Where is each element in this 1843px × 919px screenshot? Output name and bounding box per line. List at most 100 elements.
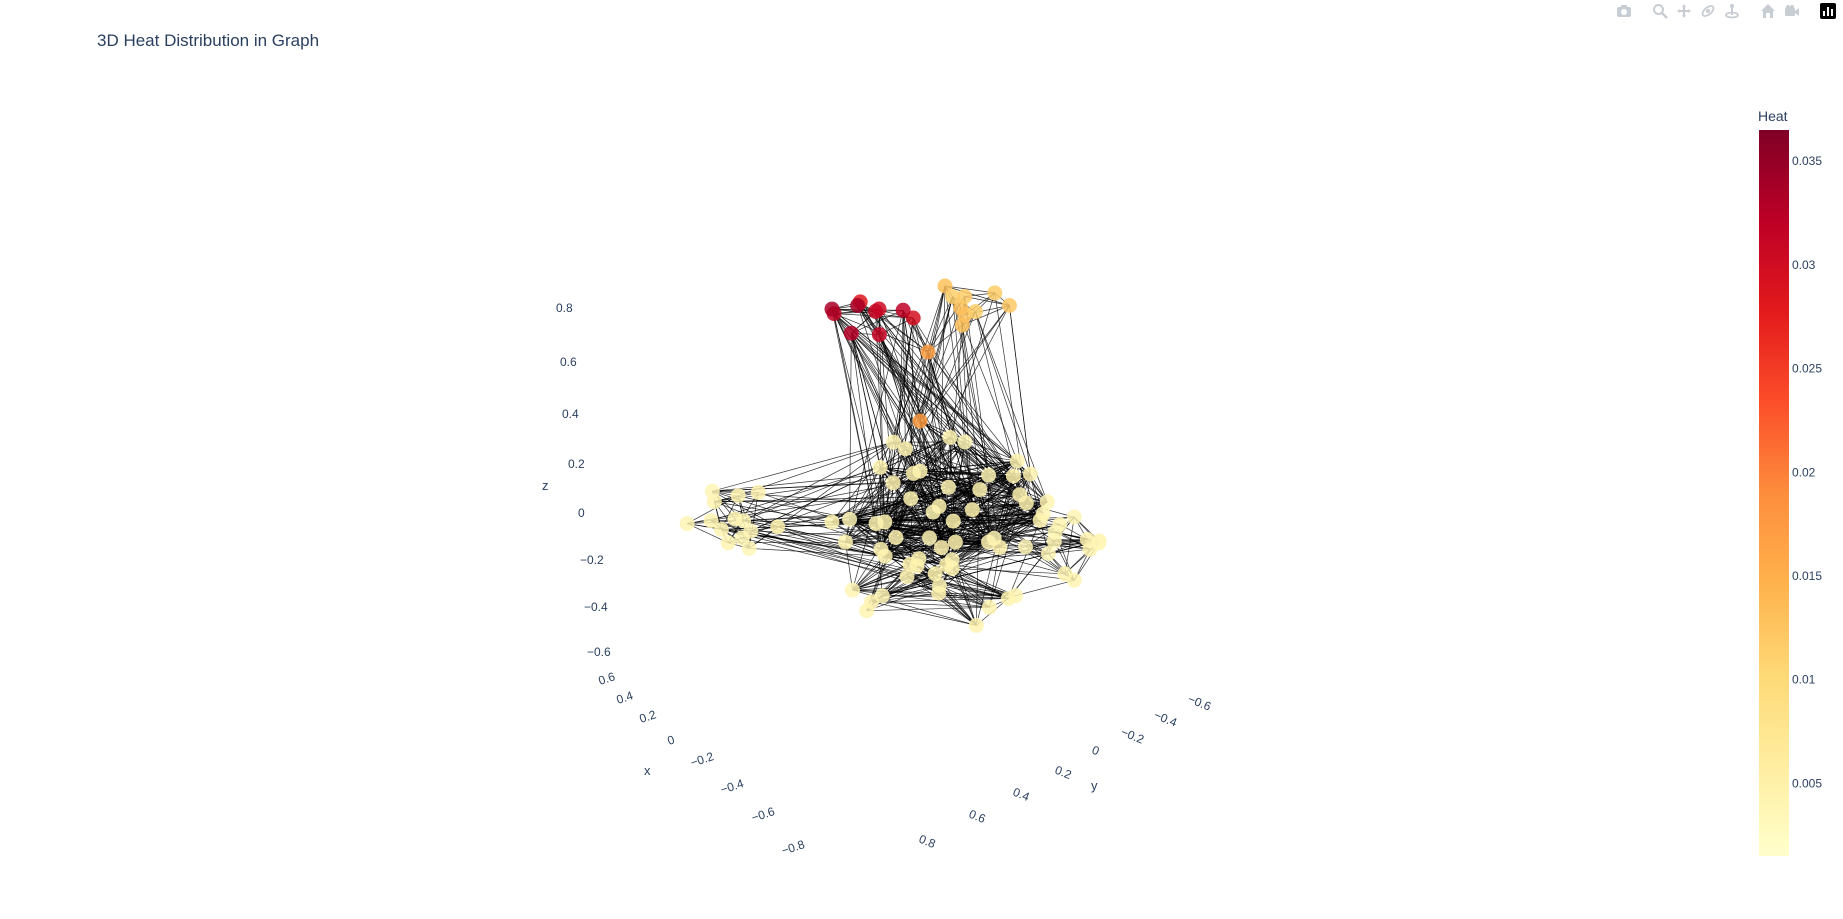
x-tick-label: −0.4 (719, 776, 746, 797)
nodes-layer (679, 278, 1107, 633)
graph-edge (831, 482, 894, 523)
graph-edge (1016, 460, 1041, 521)
graph-edge (893, 441, 1018, 462)
graph-edge (687, 460, 1018, 524)
graph-edge (972, 502, 1027, 511)
graph-edge (916, 565, 977, 626)
graph-edge (961, 325, 1001, 548)
graph-node (845, 582, 860, 598)
graph-edge (849, 473, 914, 520)
y-tick-label: −0.6 (1186, 692, 1214, 714)
colorbar-tick-label: 0.035 (1792, 154, 1822, 168)
graph-edge (712, 460, 1018, 492)
z-tick-label: 0.8 (556, 301, 573, 315)
graph-edge (960, 307, 973, 510)
edges-layer (687, 285, 1100, 626)
z-tick-label: 0 (578, 506, 585, 520)
graph-node (713, 522, 729, 537)
y-tick-label: −0.4 (1152, 708, 1180, 730)
graph-node (720, 535, 736, 551)
graph-edge (948, 325, 963, 488)
graph-edge (955, 494, 1021, 543)
graph-node (750, 484, 766, 500)
z-tick-label: 0.2 (568, 457, 585, 471)
graph-node (730, 488, 746, 504)
graph-edge (952, 296, 973, 510)
graph-edge (892, 441, 966, 484)
graph-edge (743, 441, 894, 521)
x-tick-label: 0.2 (638, 707, 659, 726)
y-tick-label: 0.8 (917, 832, 938, 851)
graph-node (934, 540, 949, 556)
graph-edge (952, 567, 1065, 575)
graph-node (843, 325, 859, 341)
x-tick-label: −0.6 (750, 804, 777, 825)
graph-edge (850, 333, 894, 483)
graph-node (964, 502, 980, 518)
graph-node (679, 516, 695, 532)
graph-edge (833, 313, 1031, 475)
graph-node (877, 548, 893, 564)
y-axis-title: y (1091, 778, 1098, 793)
graph-edge (919, 305, 1010, 422)
y-tick-label: 0.6 (967, 807, 988, 826)
pan-icon[interactable] (1675, 2, 1693, 20)
graph-node (1001, 298, 1017, 313)
graph-edge (944, 285, 1010, 306)
colorbar-tick-label: 0.005 (1792, 776, 1822, 790)
colorbar-tick-label: 0.03 (1792, 258, 1816, 272)
graph-node (1040, 546, 1056, 562)
x-tick-label: −0.8 (780, 837, 807, 858)
y-tick-label: 0 (1090, 743, 1102, 759)
graph-node (954, 317, 970, 333)
graph-edge (777, 526, 882, 550)
turntable-icon[interactable] (1723, 2, 1741, 20)
zoom-icon[interactable] (1651, 2, 1669, 20)
colorbar-tick-label: 0.015 (1792, 569, 1822, 583)
graph-node (736, 513, 751, 529)
graph-edge (879, 351, 929, 468)
plotly-logo-icon[interactable] (1819, 2, 1837, 20)
graph-edge (714, 501, 832, 523)
y-tick-label: 0.4 (1011, 785, 1032, 804)
graph-edge (871, 501, 1048, 603)
graph-node (941, 479, 956, 495)
video-camera-icon[interactable] (1783, 2, 1801, 20)
colorbar-tick-label: 0.025 (1792, 362, 1822, 376)
chart-title: 3D Heat Distribution in Graph (97, 31, 320, 50)
graph-node (824, 514, 840, 530)
graph-node (1022, 466, 1038, 482)
graph-node (912, 413, 928, 429)
graph-node (842, 511, 858, 527)
graph-node (1032, 512, 1048, 528)
graph-node (947, 534, 963, 550)
graph-node (704, 483, 720, 499)
graph-edge (845, 311, 976, 543)
camera-icon[interactable] (1615, 2, 1633, 20)
orbit-icon[interactable] (1699, 2, 1717, 20)
graph-edge (927, 285, 946, 353)
graph-node (850, 298, 866, 313)
home-icon[interactable] (1759, 2, 1777, 20)
graph-edge (845, 448, 906, 543)
graph-node (1005, 468, 1021, 484)
graph-edge (879, 467, 1075, 581)
graph-edge (902, 310, 921, 422)
graph-edge (1007, 520, 1041, 599)
graph-edge (687, 495, 739, 524)
z-tick-label: −0.6 (587, 645, 611, 659)
graph-node (931, 585, 947, 601)
graph-node (903, 491, 919, 507)
z-tick-label: −0.4 (584, 600, 608, 614)
graph-node (987, 285, 1003, 301)
graph-edge (857, 305, 921, 422)
graph-edge (849, 519, 1009, 599)
graph-node (937, 278, 953, 294)
graph-edge (927, 351, 949, 488)
graph-node (957, 289, 973, 304)
graph-edge (952, 567, 1016, 596)
graph-edge (949, 437, 981, 490)
z-tick-label: 0.6 (560, 355, 577, 369)
graph-node (734, 530, 750, 546)
